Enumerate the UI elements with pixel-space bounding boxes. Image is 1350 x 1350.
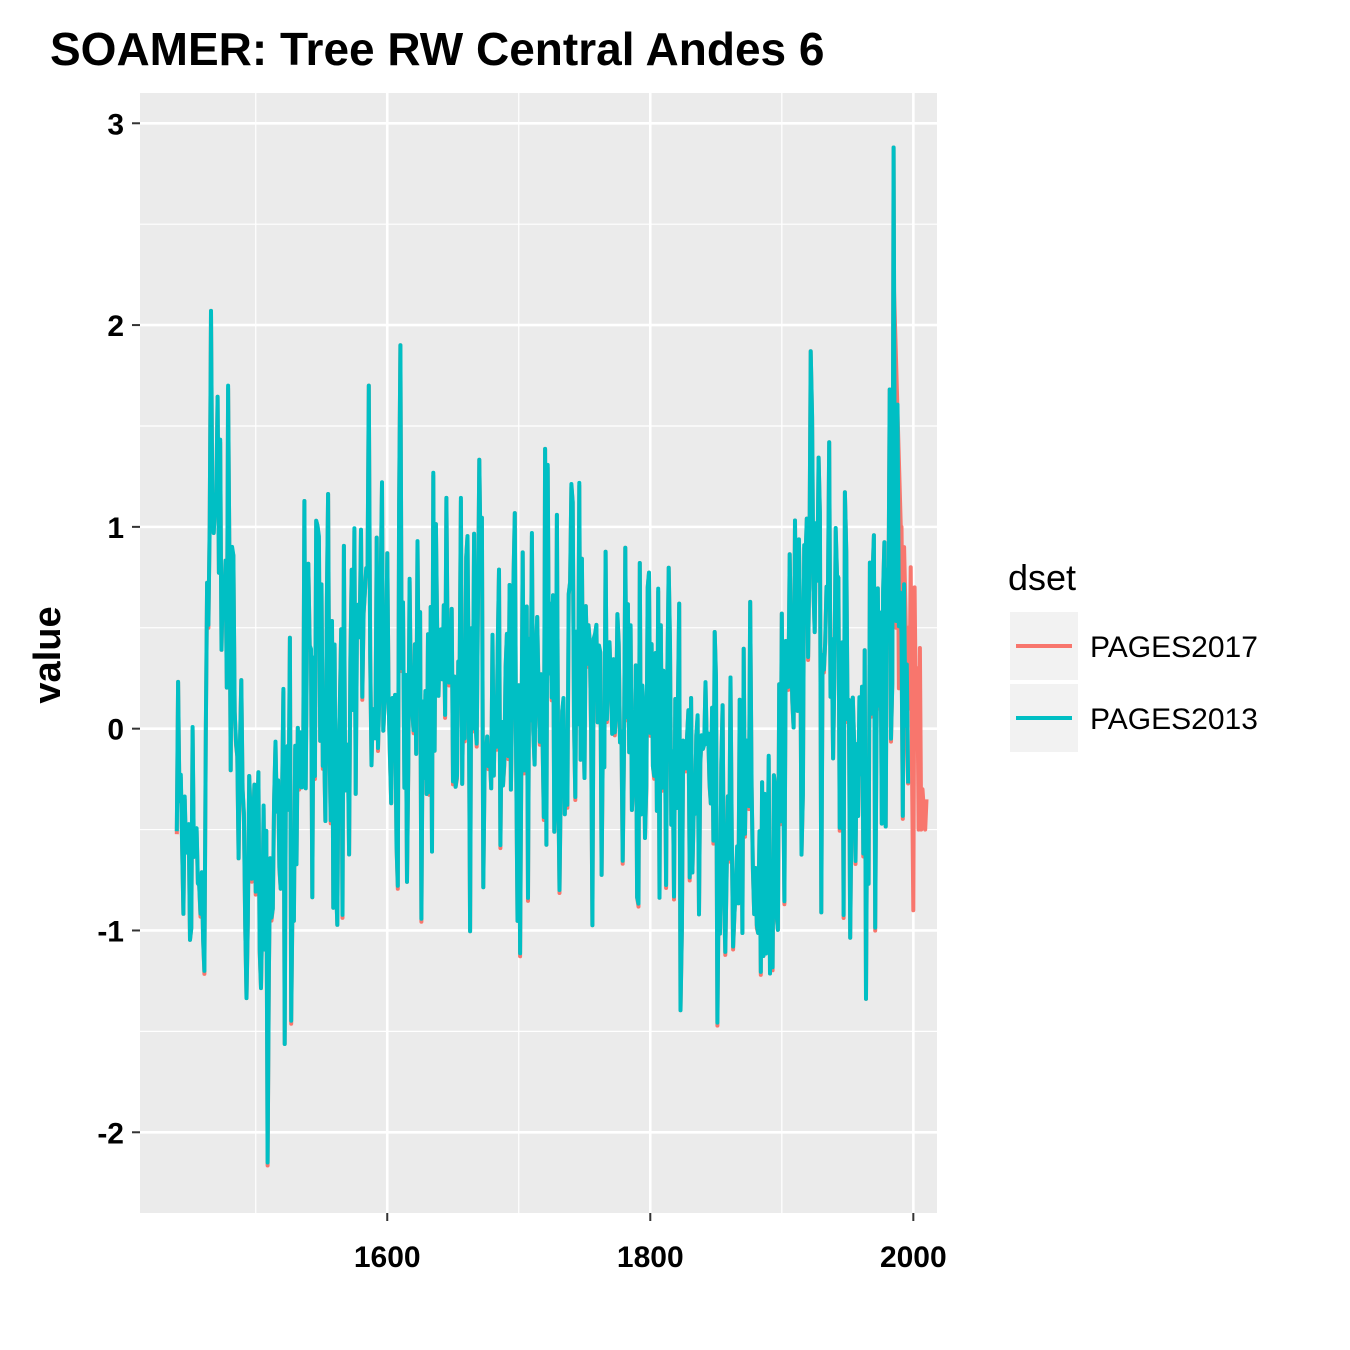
legend-label: PAGES2013: [1090, 703, 1258, 736]
x-tick-label: 1600: [354, 1241, 421, 1274]
legend-title: dset: [1008, 557, 1076, 598]
x-axis: 1600 1800 2000: [354, 1213, 947, 1274]
series-layer: [174, 145, 929, 1168]
chart-title: SOAMER: Tree RW Central Andes 6: [50, 23, 825, 75]
y-tick-label: 1: [107, 512, 124, 545]
x-tick-label: 2000: [880, 1241, 947, 1274]
x-tick-label: 1800: [617, 1241, 684, 1274]
legend-label: PAGES2017: [1090, 631, 1258, 664]
y-tick-label: 0: [107, 714, 124, 747]
y-tick-label: 2: [107, 310, 124, 343]
y-tick-label: -1: [97, 915, 124, 948]
legend: dset PAGES2017 PAGES2013: [1008, 557, 1258, 752]
y-tick-label: 3: [107, 108, 124, 141]
y-axis-title: value: [27, 606, 69, 703]
y-axis: -2 -1 0 1 2 3: [97, 108, 140, 1150]
series-line-pages2013: [174, 145, 911, 1165]
y-tick-label: -2: [97, 1117, 124, 1150]
